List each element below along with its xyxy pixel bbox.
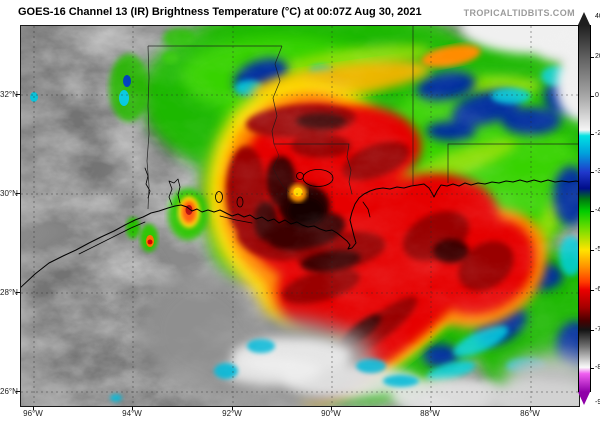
satellite-image — [21, 26, 579, 406]
lat-label: 30°N — [0, 189, 18, 198]
texture-overlay — [21, 26, 579, 406]
colorbar-label: -70 — [595, 326, 600, 333]
colorbar-label: -90 — [595, 399, 600, 406]
lat-tick — [16, 391, 20, 392]
satellite-map — [20, 25, 580, 407]
lakes — [215, 169, 334, 208]
colorbar-label: 0 — [595, 92, 599, 99]
colorbar-tick — [591, 250, 594, 251]
colorbar-label: 20 — [595, 53, 600, 60]
lon-label: 94°W — [122, 409, 142, 418]
colorbar-tick — [591, 211, 594, 212]
colorbar-label: -20 — [595, 130, 600, 137]
lon-label: 92°W — [222, 409, 242, 418]
lon-tick — [430, 406, 431, 410]
title-bar: GOES-16 Channel 13 (IR) Brightness Tempe… — [0, 0, 600, 25]
lon-label: 90°W — [321, 409, 341, 418]
lat-label: 32°N — [0, 90, 18, 99]
colorbar-label: 40 — [595, 13, 600, 20]
colorbar-tick — [591, 330, 594, 331]
image-title: GOES-16 Channel 13 (IR) Brightness Tempe… — [18, 6, 422, 18]
state-borders — [146, 26, 579, 210]
colorbar-tick — [591, 96, 594, 97]
lat-label: 28°N — [0, 288, 18, 297]
colorbar-gradient — [578, 25, 591, 392]
lon-tick — [232, 406, 233, 410]
colorbar-tick — [591, 368, 594, 369]
colorbar-tick — [591, 134, 594, 135]
colorbar-label: -60 — [595, 286, 600, 293]
colorbar-label: -80 — [595, 364, 600, 371]
lon-tick — [33, 406, 34, 410]
colorbar-extend-down-arrow-icon — [578, 392, 590, 405]
colorbar-tick — [591, 57, 594, 58]
colorbar-tick — [591, 290, 594, 291]
colorbar-tick — [591, 172, 594, 173]
lon-label: 88°W — [420, 409, 440, 418]
lon-label: 96°W — [23, 409, 43, 418]
lon-tick — [530, 406, 531, 410]
colorbar-label: -40 — [595, 207, 600, 214]
lat-tick — [16, 94, 20, 95]
lon-tick — [132, 406, 133, 410]
watermark: TROPICALTIDBITS.COM — [463, 8, 575, 18]
graticule — [21, 26, 579, 406]
colorbar-label: -50 — [595, 246, 600, 253]
lat-label: 26°N — [0, 387, 18, 396]
lon-tick — [331, 406, 332, 410]
colorbar-label: -30 — [595, 168, 600, 175]
coastline — [21, 167, 579, 288]
colorbar-extend-up-arrow-icon — [578, 12, 590, 25]
lat-tick — [16, 193, 20, 194]
lat-tick — [16, 292, 20, 293]
lon-label: 86°W — [520, 409, 540, 418]
